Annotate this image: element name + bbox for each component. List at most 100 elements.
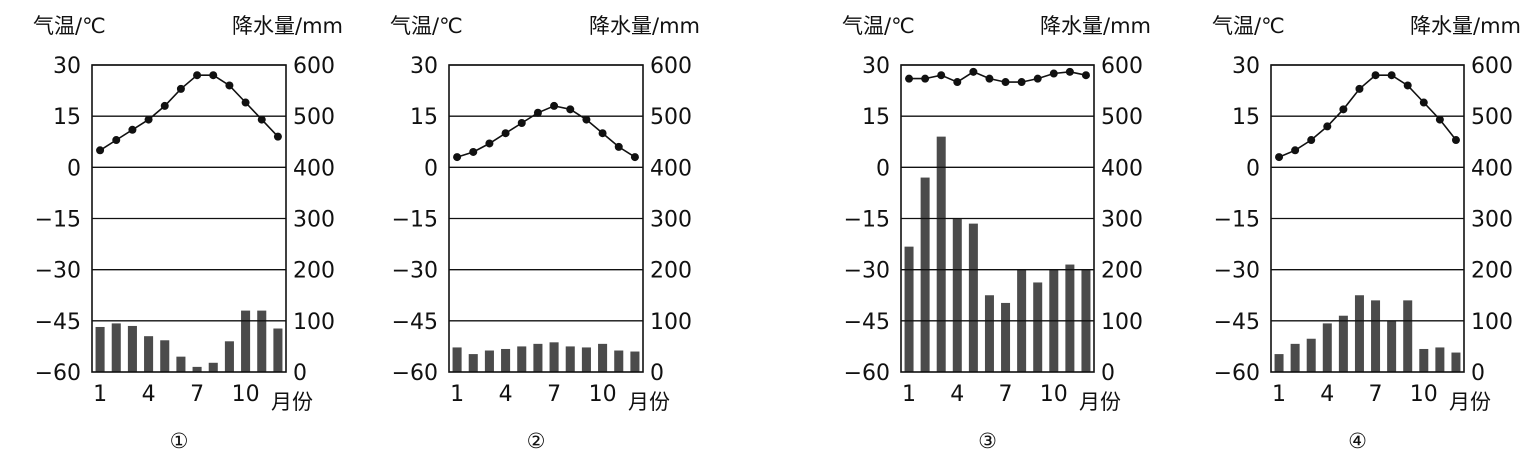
precip-tick-label: 500 — [1471, 105, 1513, 130]
chart-index-label: ③ — [978, 429, 997, 453]
temperature-point — [1049, 69, 1058, 78]
precip-bar — [630, 351, 640, 372]
plot-frame — [448, 64, 644, 373]
precip-bar — [968, 223, 978, 372]
temp-tick-label: 30 — [862, 54, 890, 79]
precip-bar — [1451, 352, 1461, 372]
temperature-point — [1291, 146, 1300, 155]
temperature-point — [485, 139, 494, 148]
precip-bar — [1387, 320, 1397, 372]
temp-tick-label: −30 — [1214, 259, 1260, 284]
temperature-point — [953, 78, 962, 87]
precip-tick-label: 500 — [293, 105, 335, 130]
precip-tick-label: 100 — [1101, 310, 1143, 335]
temp-tick-label: −45 — [844, 310, 890, 335]
temp-tick-label: −30 — [35, 259, 81, 284]
precip-bar — [549, 342, 559, 372]
temperature-point — [1339, 105, 1348, 114]
temp-tick-label: −30 — [392, 259, 438, 284]
precip-bar — [1354, 295, 1364, 372]
temperature-point — [1387, 71, 1396, 80]
temperature-point — [112, 136, 121, 145]
month-tick-label: 10 — [1410, 382, 1438, 407]
plot-frame — [1270, 64, 1465, 373]
temp-axis-title: 气温/℃ — [1212, 14, 1285, 38]
temperature-point — [453, 153, 462, 162]
precip-bar — [1290, 343, 1300, 372]
precip-bar — [952, 218, 962, 372]
temp-tick-label: 0 — [876, 156, 890, 181]
precip-bar — [273, 328, 283, 372]
precip-bar — [241, 310, 251, 372]
precip-bar — [1306, 338, 1316, 372]
temperature-point — [1323, 122, 1332, 131]
month-tick-label: 4 — [499, 382, 513, 407]
temperature-point — [598, 129, 607, 138]
temperature-point — [225, 81, 234, 90]
precip-bar — [208, 362, 218, 372]
precip-bar — [1371, 300, 1381, 372]
temperature-line — [99, 74, 279, 151]
temperature-point — [96, 146, 105, 155]
chart-1: 气温/℃ 降水量/mm 30 15 0 −15 −30 −45 −60 600 500 400 300 2… — [33, 14, 343, 453]
chart-index-label: ① — [170, 429, 189, 453]
plot-frame — [900, 64, 1095, 373]
precip-bar — [468, 354, 478, 372]
temperature-point — [921, 74, 930, 83]
temperature-point — [1275, 153, 1284, 162]
month-tick-label: 10 — [1040, 382, 1068, 407]
temp-tick-label: −60 — [35, 361, 81, 386]
precip-bar — [484, 350, 494, 372]
temperature-point — [1307, 136, 1316, 145]
precip-bar — [517, 346, 527, 372]
temp-tick-label: 0 — [1246, 156, 1260, 181]
temperature-point — [1435, 115, 1444, 124]
month-tick-label: 4 — [950, 382, 964, 407]
month-axis-label: 月份 — [1449, 390, 1491, 414]
precip-bar — [984, 295, 994, 372]
month-tick-label: 7 — [190, 382, 204, 407]
temperature-point — [257, 115, 266, 124]
temp-tick-label: −15 — [1214, 208, 1260, 233]
precip-tick-label: 500 — [1101, 105, 1143, 130]
temp-tick-label: −60 — [1214, 361, 1260, 386]
precip-tick-label: 200 — [1471, 259, 1513, 284]
precip-bar — [1419, 348, 1429, 372]
temp-tick-label: 0 — [67, 156, 81, 181]
precip-bar — [160, 340, 170, 372]
precip-axis-title: 降水量/mm — [589, 14, 700, 38]
precip-tick-label: 400 — [650, 156, 692, 181]
temp-tick-label: 15 — [53, 105, 81, 130]
precip-tick-label: 0 — [650, 361, 664, 386]
precip-bar — [936, 136, 946, 372]
precip-bar — [1322, 323, 1332, 372]
temp-tick-label: −45 — [35, 310, 81, 335]
chart-2: 气温/℃ 降水量/mm 30 15 0 −15 −30 −45 −60 600 500 400 300 2… — [390, 14, 700, 453]
precip-tick-label: 100 — [1471, 310, 1513, 335]
precip-bar — [920, 177, 930, 372]
precip-bar — [192, 366, 202, 372]
temp-tick-label: −45 — [1214, 310, 1260, 335]
temperature-line — [909, 70, 1087, 84]
precip-tick-label: 600 — [650, 54, 692, 79]
month-tick-label: 1 — [450, 382, 464, 407]
month-tick-label: 4 — [142, 382, 156, 407]
temperature-point — [1451, 136, 1460, 145]
temp-tick-label: −15 — [392, 208, 438, 233]
precip-tick-label: 300 — [293, 208, 335, 233]
temperature-point — [1065, 67, 1074, 76]
precip-tick-label: 600 — [1101, 54, 1143, 79]
temperature-point — [1355, 84, 1364, 93]
precip-bar — [95, 326, 105, 372]
precip-bar — [581, 347, 591, 372]
month-axis-label: 月份 — [1079, 390, 1121, 414]
temperature-point — [1033, 74, 1042, 83]
precip-tick-label: 200 — [650, 259, 692, 284]
precip-bar — [144, 336, 154, 372]
temp-tick-label: −15 — [35, 208, 81, 233]
temp-tick-label: −60 — [844, 361, 890, 386]
plot-frame — [91, 64, 287, 373]
temperature-point — [1371, 71, 1380, 80]
precip-tick-label: 300 — [1471, 208, 1513, 233]
month-tick-label: 1 — [902, 382, 916, 407]
